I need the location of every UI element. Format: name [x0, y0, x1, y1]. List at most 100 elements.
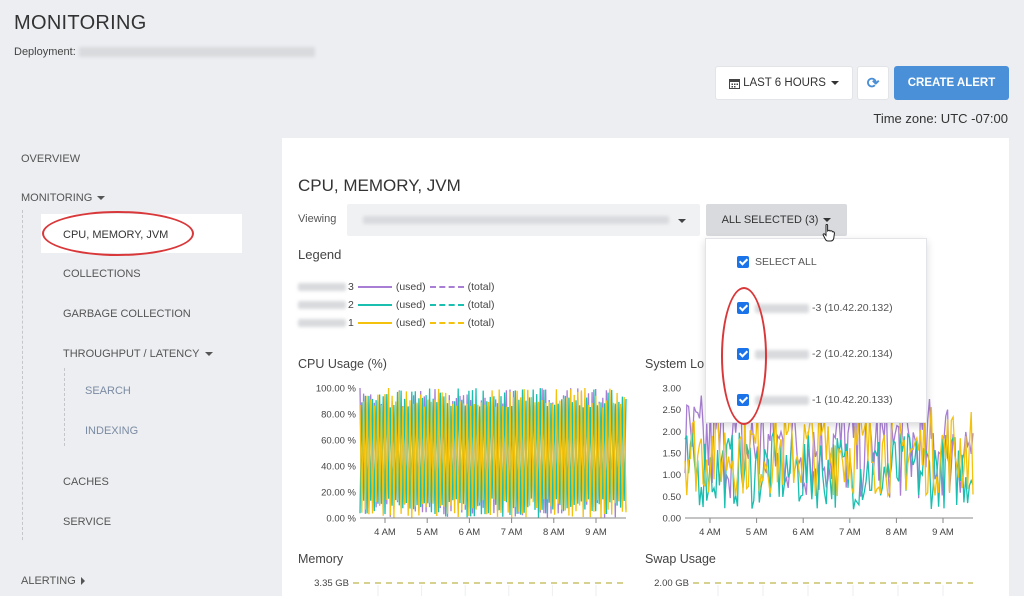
node-ip: (10.42.20.134) — [824, 348, 893, 360]
node-suffix: -1 — [812, 394, 822, 406]
node-name-redacted — [298, 283, 346, 291]
x-tick-label: 9 AM — [585, 527, 607, 538]
legend-used-label: (used) — [395, 299, 426, 311]
legend-total-swatch — [429, 322, 464, 324]
sidebar-item-service[interactable]: SERVICE — [63, 516, 112, 528]
x-tick-label: 6 AM — [792, 527, 814, 538]
deployment-node-select[interactable] — [347, 204, 700, 236]
node-name-redacted — [755, 303, 809, 313]
sidebar-item-monitoring[interactable]: MONITORING — [21, 192, 106, 204]
chevron-right-icon — [80, 577, 85, 586]
chevron-down-icon — [97, 196, 106, 201]
y-tick-label: 0.50 — [663, 492, 682, 503]
deployment-label-text: Deployment: — [14, 46, 76, 58]
x-tick-label: 7 AM — [839, 527, 861, 538]
y-tick-label: 40.00 % — [321, 462, 356, 473]
y-tick-label: 2.00 — [663, 427, 682, 438]
hand-cursor-icon — [822, 224, 835, 242]
legend-node-suffix: 2 — [348, 299, 354, 311]
time-range-button[interactable]: LAST 6 HOURS — [715, 66, 853, 100]
chevron-down-icon — [204, 352, 213, 357]
node-name-redacted — [755, 395, 809, 405]
system-load-chart: 3.00 2.50 2.00 1.50 1.00 0.50 0.00 4 AM 5 AM 6 AM… — [663, 384, 974, 538]
chevron-down-icon — [830, 81, 839, 85]
sidebar-item-monitoring-label: MONITORING — [21, 192, 93, 204]
annotation-circle-sidebar — [42, 211, 194, 256]
series-line — [684, 407, 974, 498]
create-alert-button[interactable]: CREATE ALERT — [894, 66, 1009, 100]
legend-used-label: (used) — [395, 317, 426, 329]
legend-node-suffix: 3 — [348, 281, 354, 293]
chevron-down-icon — [678, 219, 686, 223]
select-all-label: SELECT ALL — [755, 256, 817, 268]
legend-node-suffix: 1 — [348, 317, 354, 329]
sidebar-item-overview[interactable]: OVERVIEW — [21, 153, 81, 165]
legend-title: Legend — [298, 247, 342, 262]
x-tick-label: 8 AM — [886, 527, 908, 538]
x-tick-label: 4 AM — [374, 527, 396, 538]
calendar-icon — [729, 78, 741, 89]
sidebar-item-indexing[interactable]: INDEXING — [85, 425, 139, 437]
legend-used-swatch — [357, 304, 392, 306]
legend-total-label: (total) — [467, 299, 495, 311]
series-line — [359, 387, 627, 518]
legend-total-swatch — [429, 286, 464, 288]
x-tick-label: 6 AM — [459, 527, 481, 538]
legend-used-swatch — [357, 286, 392, 288]
legend-used-swatch — [357, 322, 392, 324]
sidebar-subtree-line — [64, 368, 65, 446]
y-tick-label: 3.35 GB — [314, 578, 349, 589]
legend-row: 2 (used) (total) — [298, 298, 494, 312]
sidebar-tree-line — [22, 210, 23, 540]
sidebar-item-alerting-label: ALERTING — [21, 575, 76, 587]
sidebar-item-collections[interactable]: COLLECTIONS — [63, 268, 141, 280]
sidebar-item-caches[interactable]: CACHES — [63, 476, 109, 488]
y-tick-label: 100.00 % — [316, 384, 357, 395]
cpu-usage-chart: 100.00 % 80.00 % 60.00 % 40.00 % 20.00 % 0.00… — [316, 384, 627, 538]
chevron-down-icon — [823, 218, 832, 222]
legend-total-label: (total) — [467, 317, 495, 329]
node-ip: (10.42.20.133) — [824, 394, 893, 406]
viewing-label: Viewing — [298, 213, 337, 225]
sidebar-item-garbage-collection[interactable]: GARBAGE COLLECTION — [63, 308, 191, 320]
x-tick-label: 5 AM — [416, 527, 438, 538]
y-tick-label: 1.50 — [663, 449, 682, 460]
y-tick-label: 60.00 % — [321, 436, 356, 447]
x-tick-label: 8 AM — [543, 527, 565, 538]
y-tick-label: 2.00 GB — [654, 578, 689, 589]
timezone-label: Time zone: UTC -07:00 — [873, 111, 1008, 126]
legend-total-label: (total) — [467, 281, 495, 293]
legend-used-label: (used) — [395, 281, 426, 293]
swap-chart-title: Swap Usage — [645, 552, 716, 566]
checkbox-icon[interactable] — [737, 256, 749, 268]
x-tick-label: 9 AM — [932, 527, 954, 538]
sidebar-item-throughput-latency-label: THROUGHPUT / LATENCY — [63, 348, 200, 360]
time-range-label: LAST 6 HOURS — [743, 77, 826, 89]
x-tick-label: 7 AM — [501, 527, 523, 538]
sidebar-item-alerting[interactable]: ALERTING — [21, 575, 85, 587]
legend-total-swatch — [429, 304, 464, 306]
legend-row: 1 (used) (total) — [298, 316, 494, 330]
node-filter-label: ALL SELECTED (3) — [721, 214, 819, 226]
sidebar-item-search[interactable]: SEARCH — [85, 385, 131, 397]
panel-title: CPU, MEMORY, JVM — [298, 176, 461, 195]
swap-usage-chart: 2.00 GB — [654, 578, 973, 596]
refresh-button[interactable]: ⟳ — [857, 66, 889, 100]
y-tick-label: 3.00 — [663, 384, 682, 395]
cpu-chart-title: CPU Usage (%) — [298, 357, 387, 371]
y-tick-label: 2.50 — [663, 405, 682, 416]
node-suffix: -3 — [812, 302, 822, 314]
memory-chart: 3.35 GB — [314, 578, 626, 596]
annotation-circle-checkboxes — [721, 287, 767, 425]
legend-row: 3 (used) (total) — [298, 280, 494, 294]
node-name-redacted — [298, 301, 346, 309]
sidebar-item-throughput-latency[interactable]: THROUGHPUT / LATENCY — [63, 348, 213, 360]
system-load-chart-title: System Lo — [645, 357, 705, 371]
node-filter-button[interactable]: ALL SELECTED (3) — [706, 204, 847, 236]
y-tick-label: 80.00 % — [321, 410, 356, 421]
select-all-option[interactable]: SELECT ALL — [737, 256, 817, 268]
deployment-node-redacted — [363, 216, 669, 224]
y-tick-label: 0.00 — [663, 514, 682, 525]
node-name-redacted — [298, 319, 346, 327]
deployment-id-redacted — [78, 47, 315, 58]
